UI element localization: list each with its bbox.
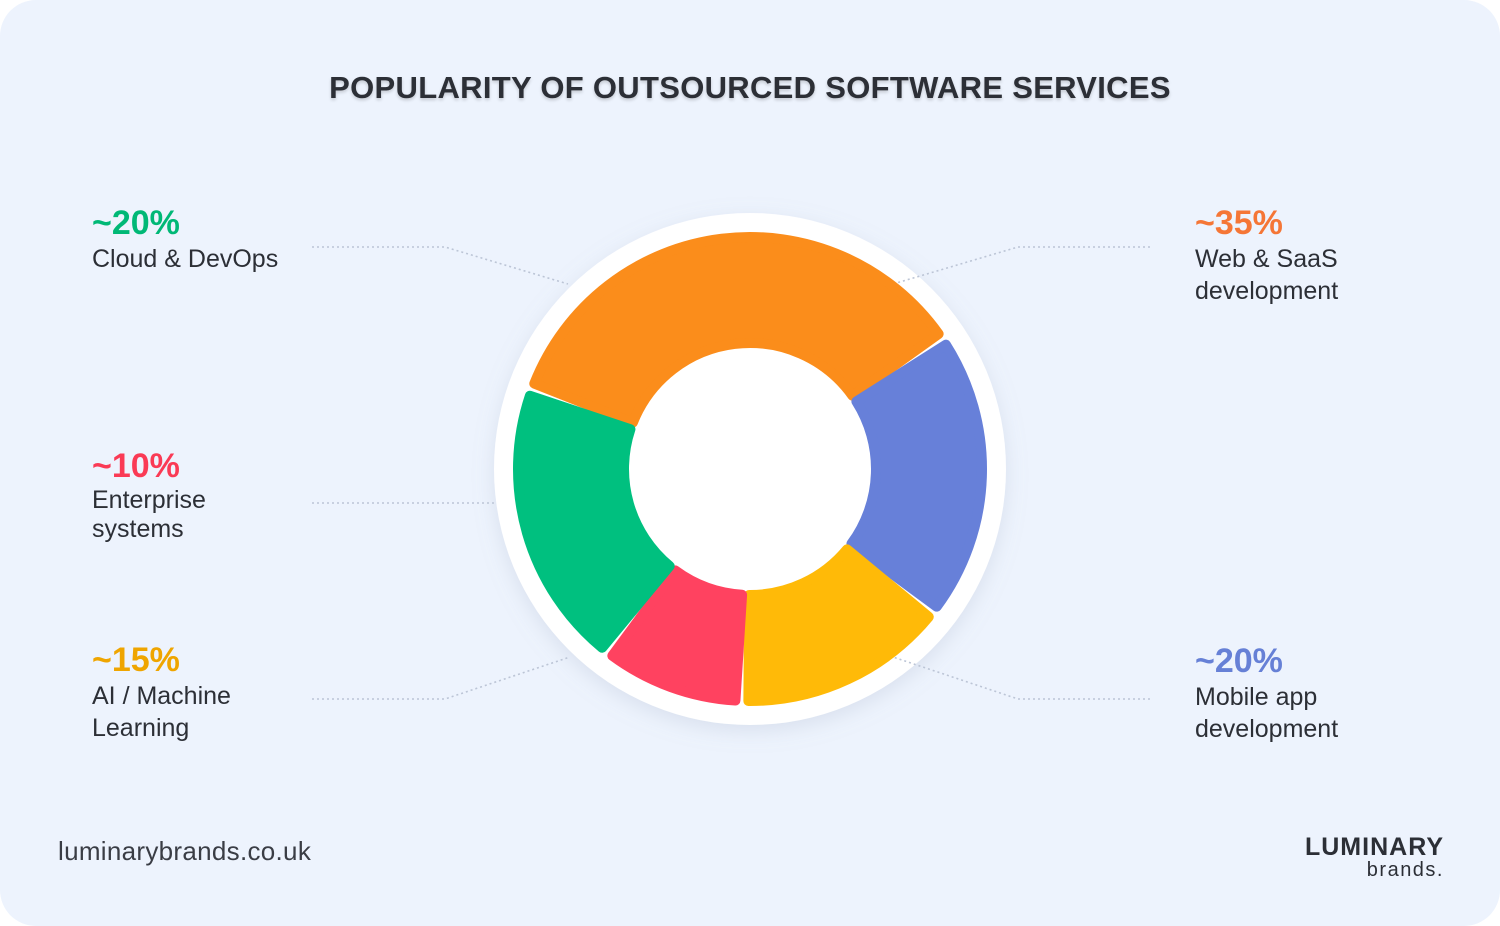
label-cloud-devops-line1: Cloud & DevOps (92, 245, 279, 273)
label-mobile-app-percent: ~20% (1195, 642, 1283, 680)
label-cloud-devops: ~20% Cloud & DevOps (92, 203, 278, 275)
donut-slice-cloud-devops (513, 390, 675, 653)
label-enterprise-line2: systems (92, 515, 184, 543)
label-enterprise-line1: Enterprise (92, 486, 206, 514)
label-mobile-app: ~20% Mobile app development (1195, 641, 1338, 745)
footer-url: luminarybrands.co.uk (58, 836, 312, 866)
donut-slices (513, 232, 987, 706)
label-ai-ml: ~15% AI / Machine Learning (92, 640, 231, 744)
label-cloud-devops-percent: ~20% (92, 204, 180, 242)
label-web-saas-percent: ~35% (1195, 204, 1283, 242)
brand-logo: LUMINARY brands. (1305, 834, 1444, 880)
label-ai-ml-percent: ~15% (92, 641, 180, 679)
label-web-saas: ~35% Web & SaaS development (1195, 203, 1338, 307)
label-web-saas-line1: Web & SaaS (1195, 245, 1338, 273)
label-web-saas-line2: development (1195, 277, 1339, 305)
donut-slice-ai-machine-learning (743, 544, 934, 706)
leader-line-ai (312, 656, 571, 700)
label-ai-ml-line1: AI / Machine (92, 682, 231, 710)
label-mobile-app-line1: Mobile app (1195, 683, 1318, 711)
leader-line-mobile (892, 656, 1150, 700)
leader-line-cloud (312, 246, 569, 285)
donut-slice-mobile-app-development (846, 339, 987, 612)
label-ai-ml-line2: Learning (92, 714, 190, 742)
brand-logo-line2: brands. (1366, 859, 1444, 881)
donut-slice-enterprise-systems (607, 565, 748, 706)
label-enterprise-percent: ~10% (92, 447, 180, 485)
label-enterprise-systems: ~10% Enterprise systems (92, 446, 206, 544)
donut-slice-web-saas-development (529, 232, 944, 428)
page-title: POPULARITY OF OUTSOURCED SOFTWARE SERVIC… (329, 70, 1171, 105)
label-mobile-app-line2: development (1195, 715, 1339, 743)
brand-logo-line1: LUMINARY (1304, 833, 1444, 861)
leader-lines (312, 246, 1150, 700)
leader-line-web (892, 246, 1150, 285)
